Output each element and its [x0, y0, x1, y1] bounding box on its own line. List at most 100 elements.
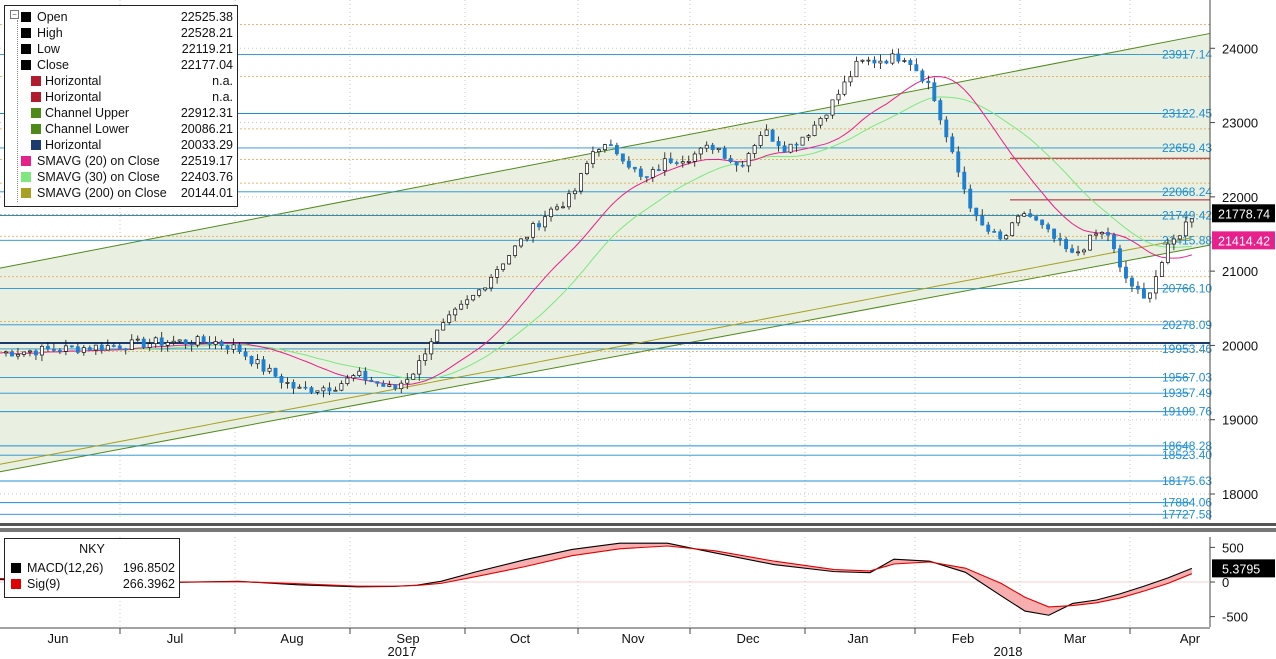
candle-body	[662, 158, 667, 171]
candle-body	[207, 341, 212, 345]
candle-body	[69, 345, 74, 348]
candle-body	[159, 337, 164, 346]
candle-body	[279, 375, 284, 383]
candle-body	[704, 144, 709, 149]
legend-swatch	[21, 12, 31, 22]
candle-body	[219, 341, 224, 347]
candle-body	[459, 303, 464, 310]
candle-body	[231, 344, 236, 350]
candle-body	[171, 340, 176, 343]
candle-body	[602, 144, 607, 151]
price-tick-label: 23000	[1222, 116, 1258, 131]
month-label: Jul	[167, 631, 184, 646]
candle-body	[638, 168, 643, 177]
candle-body	[1130, 277, 1134, 287]
candle-body	[878, 60, 883, 64]
channel-fill	[0, 33, 1210, 472]
candle-body	[596, 149, 601, 153]
candle-body	[1165, 243, 1170, 263]
price-tick-label: 19000	[1222, 413, 1258, 428]
collapse-icon[interactable]: −	[10, 10, 19, 19]
legend-swatch	[21, 188, 31, 198]
legend-row: Close 22177.04	[5, 57, 237, 73]
candle-body	[1010, 222, 1015, 236]
legend-value: 22912.31	[180, 106, 233, 120]
candle-body	[1046, 224, 1051, 230]
candle-body	[537, 223, 541, 228]
level-label: 18523.40	[1162, 448, 1212, 462]
candle-body	[105, 345, 110, 351]
month-label: Dec	[736, 631, 760, 646]
last-price-tag: 21778.74	[1212, 204, 1275, 223]
candle-body	[590, 151, 595, 164]
candle-body	[1094, 233, 1098, 236]
legend-swatch	[31, 124, 41, 134]
legend-value: 22177.04	[180, 58, 233, 72]
level-label: 17884.06	[1162, 496, 1212, 510]
candle-body	[531, 223, 535, 238]
candle-body	[1016, 215, 1021, 224]
macd-histogram-fill	[0, 543, 1192, 616]
candle-body	[1082, 249, 1086, 253]
candle-body	[543, 216, 547, 228]
candle-body	[950, 136, 955, 153]
candle-body	[872, 59, 877, 64]
macd-tick-label: 0	[1222, 575, 1229, 590]
candle-body	[363, 370, 368, 381]
candle-body	[267, 367, 272, 372]
candle-body	[770, 129, 775, 142]
candle-body	[555, 206, 559, 210]
candle-body	[908, 60, 913, 66]
candle-body	[201, 336, 206, 343]
legend-label: Open	[37, 10, 68, 24]
legend-value: 266.3962	[122, 577, 175, 591]
legend-swatch	[21, 60, 31, 70]
month-label: Jan	[848, 631, 869, 646]
candle-body	[1153, 276, 1158, 294]
level-label: 19953.46	[1162, 342, 1212, 356]
legend-value: 20033.29	[180, 138, 233, 152]
candle-body	[153, 337, 158, 344]
legend-value: 20144.01	[180, 186, 233, 200]
candle-body	[495, 269, 500, 278]
candle-body	[1124, 266, 1128, 279]
candle-body	[1058, 238, 1063, 240]
panel-divider	[0, 523, 1276, 526]
candle-body	[321, 387, 326, 392]
candle-body	[81, 347, 86, 353]
legend-label: MACD(12,26)	[27, 561, 104, 575]
candle-body	[1052, 228, 1057, 239]
candle-body	[177, 339, 182, 342]
candle-body	[513, 245, 518, 256]
candle-body	[399, 382, 404, 390]
level-label: 20766.10	[1162, 282, 1212, 296]
candle-body	[824, 114, 829, 119]
month-label: Sep	[396, 631, 419, 646]
candle-body	[926, 80, 931, 84]
candle-body	[620, 153, 625, 162]
legend-tree-line	[17, 20, 18, 202]
candle-body	[309, 387, 314, 393]
candle-body	[1189, 218, 1194, 223]
month-label: Aug	[280, 631, 303, 646]
candle-body	[890, 53, 895, 64]
candle-body	[483, 287, 488, 291]
candle-body	[357, 370, 362, 376]
last-price-tag: 21414.42	[1212, 231, 1275, 250]
legend-swatch	[11, 563, 21, 573]
candle-body	[992, 231, 997, 233]
candle-body	[1183, 221, 1188, 237]
candle-body	[345, 377, 350, 384]
candle-body	[746, 153, 751, 167]
candle-body	[225, 345, 230, 350]
candle-body	[698, 147, 703, 155]
price-tick-label: 21000	[1222, 264, 1258, 279]
candle-body	[1028, 213, 1033, 217]
candle-body	[716, 147, 721, 151]
candle-body	[99, 344, 104, 351]
candle-body	[650, 169, 655, 178]
level-label: 22068.24	[1162, 185, 1212, 199]
candle-body	[800, 136, 805, 146]
month-label: Jun	[48, 631, 69, 646]
candle-body	[614, 145, 619, 155]
